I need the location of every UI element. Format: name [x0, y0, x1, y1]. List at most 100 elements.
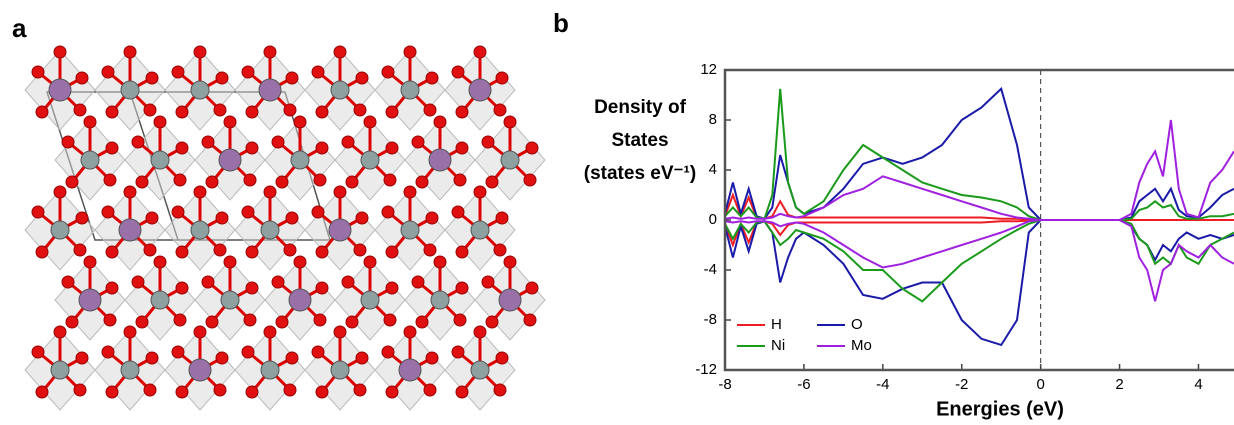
x-tick-label: 2: [1115, 376, 1123, 393]
oxygen-atom: [493, 243, 507, 257]
oxygen-atom: [403, 185, 417, 199]
oxygen-atom: [123, 325, 137, 339]
oxygen-atom: [35, 245, 49, 259]
oxygen-atom: [341, 275, 355, 289]
oxygen-atom: [313, 313, 327, 327]
oxygen-atom: [105, 245, 119, 259]
oxygen-atom: [205, 175, 219, 189]
oxygen-atom: [363, 115, 377, 129]
x-tick-label: 0: [1036, 376, 1044, 393]
mo-atom: [218, 148, 242, 172]
ni-atom: [360, 150, 380, 170]
oxygen-atom: [175, 385, 189, 399]
oxygen-atom: [241, 205, 255, 219]
oxygen-atom: [473, 45, 487, 59]
ni-atom: [260, 360, 280, 380]
dos-line: [724, 219, 1234, 302]
x-tick-label: -4: [876, 376, 889, 393]
oxygen-atom: [283, 383, 297, 397]
oxygen-atom: [345, 175, 359, 189]
oxygen-atom: [493, 103, 507, 117]
oxygen-atom: [61, 275, 75, 289]
ni-atom: [120, 80, 140, 100]
oxygen-atom: [425, 211, 439, 225]
oxygen-atom: [381, 345, 395, 359]
ni-atom: [150, 290, 170, 310]
oxygen-atom: [213, 383, 227, 397]
oxygen-atom: [243, 173, 257, 187]
oxygen-atom: [243, 313, 257, 327]
ni-atom: [400, 80, 420, 100]
oxygen-atom: [403, 325, 417, 339]
oxygen-atom: [363, 255, 377, 269]
y-tick-label: 0: [709, 211, 717, 228]
panel-label: a: [12, 13, 27, 43]
oxygen-atom: [103, 313, 117, 327]
ni-atom: [360, 290, 380, 310]
oxygen-atom: [315, 245, 329, 259]
y-axis-title: Density of: [594, 97, 687, 118]
oxygen-atom: [31, 345, 45, 359]
oxygen-atom: [341, 135, 355, 149]
oxygen-atom: [473, 325, 487, 339]
oxygen-atom: [53, 185, 67, 199]
oxygen-atom: [223, 115, 237, 129]
oxygen-atom: [73, 383, 87, 397]
oxygen-atom: [73, 243, 87, 257]
oxygen-atom: [205, 315, 219, 329]
mo-atom: [468, 78, 492, 102]
oxygen-atom: [83, 115, 97, 129]
oxygen-atom: [173, 313, 187, 327]
oxygen-atom: [73, 103, 87, 117]
oxygen-atom: [271, 135, 285, 149]
oxygen-atom: [315, 385, 329, 399]
ni-atom: [330, 360, 350, 380]
y-axis-title: (states eV⁻¹): [584, 163, 696, 184]
oxygen-atom: [353, 383, 367, 397]
oxygen-atom: [283, 103, 297, 117]
mo-atom: [258, 78, 282, 102]
oxygen-atom: [381, 65, 395, 79]
ni-atom: [470, 360, 490, 380]
oxygen-atom: [473, 185, 487, 199]
dos-line: [724, 219, 1234, 303]
oxygen-atom: [415, 315, 429, 329]
oxygen-atom: [75, 71, 89, 85]
oxygen-atom: [315, 141, 329, 155]
oxygen-atom: [503, 115, 517, 129]
mo-atom: [398, 358, 422, 382]
legend-label: Ni: [771, 337, 785, 354]
oxygen-atom: [193, 45, 207, 59]
oxygen-atom: [75, 211, 89, 225]
ni-atom: [80, 150, 100, 170]
oxygen-atom: [213, 243, 227, 257]
oxygen-atom: [213, 103, 227, 117]
oxygen-atom: [153, 115, 167, 129]
ni-atom: [190, 220, 210, 240]
oxygen-atom: [145, 71, 159, 85]
oxygen-atom: [481, 275, 495, 289]
oxygen-atom: [101, 65, 115, 79]
oxygen-atom: [425, 351, 439, 365]
oxygen-atom: [215, 211, 229, 225]
oxygen-atom: [245, 281, 259, 295]
oxygen-atom: [61, 135, 75, 149]
oxygen-atom: [245, 105, 259, 119]
oxygen-atom: [293, 255, 307, 269]
oxygen-atom: [285, 211, 299, 225]
oxygen-atom: [53, 325, 67, 339]
oxygen-atom: [283, 243, 297, 257]
oxygen-atom: [285, 71, 299, 85]
oxygen-atom: [175, 281, 189, 295]
oxygen-atom: [485, 315, 499, 329]
oxygen-atom: [131, 275, 145, 289]
oxygen-atom: [355, 211, 369, 225]
oxygen-atom: [345, 315, 359, 329]
oxygen-atom: [315, 281, 329, 295]
oxygen-atom: [75, 351, 89, 365]
oxygen-atom: [333, 185, 347, 199]
oxygen-atom: [263, 325, 277, 339]
oxygen-atom: [245, 141, 259, 155]
oxygen-atom: [245, 385, 259, 399]
